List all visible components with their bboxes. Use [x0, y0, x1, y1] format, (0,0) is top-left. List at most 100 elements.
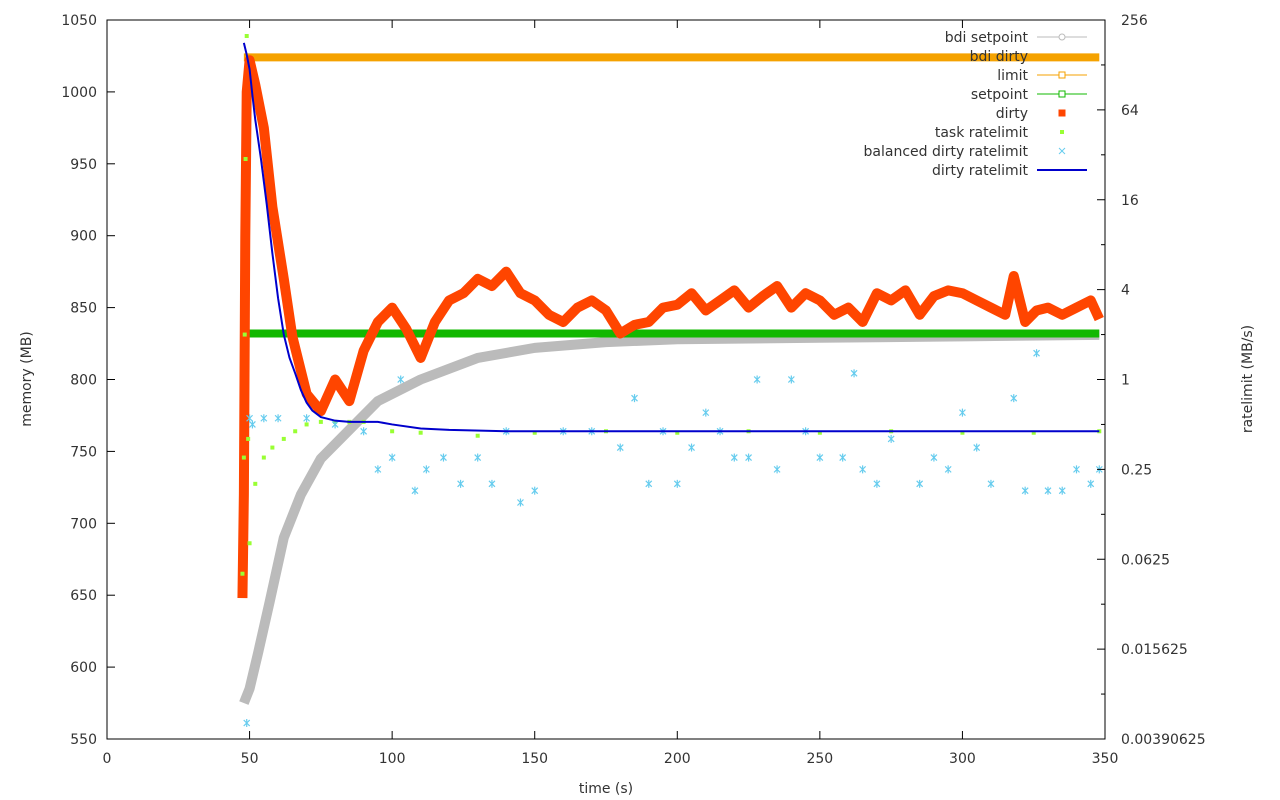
balanced-dirty-ratelimit-point	[859, 465, 867, 474]
x-tick-label: 250	[806, 751, 833, 767]
legend-marker	[1058, 71, 1066, 79]
bdi-setpoint-series	[239, 329, 1100, 705]
y-tick-label: 800	[70, 373, 97, 389]
y-tick-label: 850	[70, 301, 97, 317]
balanced-dirty-ratelimit-point	[944, 465, 952, 474]
task-ratelimit-point	[281, 436, 286, 441]
balanced-dirty-ratelimit-point	[1058, 486, 1066, 495]
balanced-dirty-ratelimit-point	[1044, 486, 1052, 495]
balanced-dirty-ratelimit-point	[850, 369, 858, 378]
legend-marker	[1058, 90, 1066, 98]
task-ratelimit-point	[247, 541, 252, 546]
balanced-dirty-ratelimit-point	[274, 414, 282, 423]
task-ratelimit-point	[253, 481, 258, 486]
balanced-dirty-ratelimit-point	[243, 718, 251, 727]
legend-label: setpoint	[971, 87, 1029, 103]
legend: bdi setpoint bdi dirty limit setpoint dirty t…	[864, 30, 1087, 179]
legend-label: balanced dirty ratelimit	[864, 144, 1029, 160]
legend-label: dirty ratelimit	[932, 163, 1029, 179]
legend-marker	[1060, 130, 1064, 134]
tick-labels: 0 50 100 150 200 250 300 350 550 600 650 700 750 800 8…	[61, 13, 1205, 767]
y-tick-label: 600	[70, 660, 97, 676]
y-tick-label: 1050	[61, 13, 97, 29]
balanced-dirty-ratelimit-point	[457, 479, 465, 488]
y2-tick-label: 0.015625	[1121, 642, 1188, 658]
y-tick-label: 700	[70, 516, 97, 532]
balanced-dirty-ratelimit-point	[987, 479, 995, 488]
x-tick-label: 300	[949, 751, 976, 767]
balanced-dirty-ratelimit-point	[440, 453, 447, 462]
y-axis-label: memory (MB)	[19, 331, 35, 427]
balanced-dirty-ratelimit-point	[959, 408, 966, 417]
legend-label: limit	[997, 68, 1028, 84]
balanced-dirty-ratelimit-point	[488, 479, 496, 488]
balanced-dirty-ratelimit-point	[1073, 465, 1080, 474]
y-tick-label: 950	[70, 157, 97, 173]
balanced-dirty-ratelimit-point	[303, 414, 311, 423]
y-tick-label: 650	[70, 588, 97, 604]
dirty-series	[237, 55, 1104, 599]
balanced-dirty-ratelimit-point	[397, 375, 405, 384]
balanced-dirty-ratelimit-point	[374, 465, 382, 474]
balanced-dirty-ratelimit-point	[411, 486, 419, 495]
task-ratelimit-point	[675, 430, 680, 435]
balanced-dirty-ratelimit-point	[1021, 486, 1029, 495]
task-ratelimit-point	[960, 430, 965, 435]
balanced-dirty-ratelimit-point	[517, 498, 524, 507]
task-ratelimit-point	[243, 156, 248, 161]
balanced-dirty-ratelimit-point	[753, 375, 761, 384]
balanced-dirty-ratelimit-point	[916, 479, 924, 488]
balanced-dirty-ratelimit-point	[260, 414, 268, 423]
balanced-dirty-ratelimit-point	[973, 443, 981, 452]
y2-tick-label: 256	[1121, 13, 1148, 29]
x-tick-label: 150	[521, 751, 548, 767]
x-tick-label: 0	[103, 751, 112, 767]
legend-marker	[1058, 33, 1066, 41]
task-ratelimit-point	[318, 419, 323, 424]
task-ratelimit-point	[242, 332, 247, 337]
task-ratelimit-point	[240, 571, 245, 576]
task-ratelimit-point	[475, 433, 480, 438]
task-ratelimit-point	[241, 455, 246, 460]
y-tick-label: 900	[70, 229, 97, 245]
task-ratelimit-point	[1031, 430, 1036, 435]
balanced-dirty-ratelimit-point	[773, 465, 781, 474]
legend-label: dirty	[996, 106, 1028, 122]
dirty-ratelimit-series	[242, 42, 1100, 433]
plot-frame	[106, 19, 1106, 740]
balanced-dirty-ratelimit-point	[816, 453, 824, 462]
y2-tick-label: 64	[1121, 103, 1139, 119]
balanced-dirty-ratelimit-point	[787, 375, 795, 384]
balanced-dirty-ratelimit-point	[531, 486, 539, 495]
balanced-dirty-ratelimit-point	[688, 443, 695, 452]
legend-label: bdi dirty	[970, 49, 1028, 65]
balanced-dirty-ratelimit-point	[631, 394, 638, 403]
balanced-dirty-ratelimit-point	[645, 479, 653, 488]
balanced-dirty-ratelimit-point	[422, 465, 430, 474]
task-ratelimit-point	[418, 430, 423, 435]
x-tick-label: 350	[1092, 751, 1119, 767]
legend-label: task ratelimit	[935, 125, 1029, 141]
balanced-dirty-ratelimit-point	[474, 453, 482, 462]
y2-tick-label: 0.25	[1121, 462, 1152, 478]
balanced-dirty-ratelimit-point	[673, 479, 681, 488]
x-tick-label: 100	[379, 751, 406, 767]
legend-marker	[1058, 109, 1066, 117]
balanced-dirty-ratelimit-point	[745, 453, 752, 462]
balanced-dirty-ratelimit-point	[248, 420, 256, 429]
y2-tick-label: 1	[1121, 373, 1130, 389]
balanced-dirty-ratelimit-point	[1010, 394, 1018, 403]
task-ratelimit-point	[270, 445, 275, 450]
balanced-dirty-ratelimit-point	[360, 427, 368, 436]
balanced-dirty-ratelimit-point	[1087, 479, 1095, 488]
balanced-dirty-ratelimit-point	[246, 414, 253, 423]
task-ratelimit-point	[261, 455, 266, 460]
task-ratelimit-point	[532, 430, 537, 435]
y2-tick-label: 0.0625	[1121, 552, 1170, 568]
task-ratelimit-point	[293, 429, 298, 434]
task-ratelimit-point	[246, 436, 251, 441]
balanced-dirty-ratelimit-point	[331, 420, 339, 429]
legend-label: bdi setpoint	[945, 30, 1029, 46]
balanced-dirty-ratelimit-point	[1033, 349, 1040, 358]
